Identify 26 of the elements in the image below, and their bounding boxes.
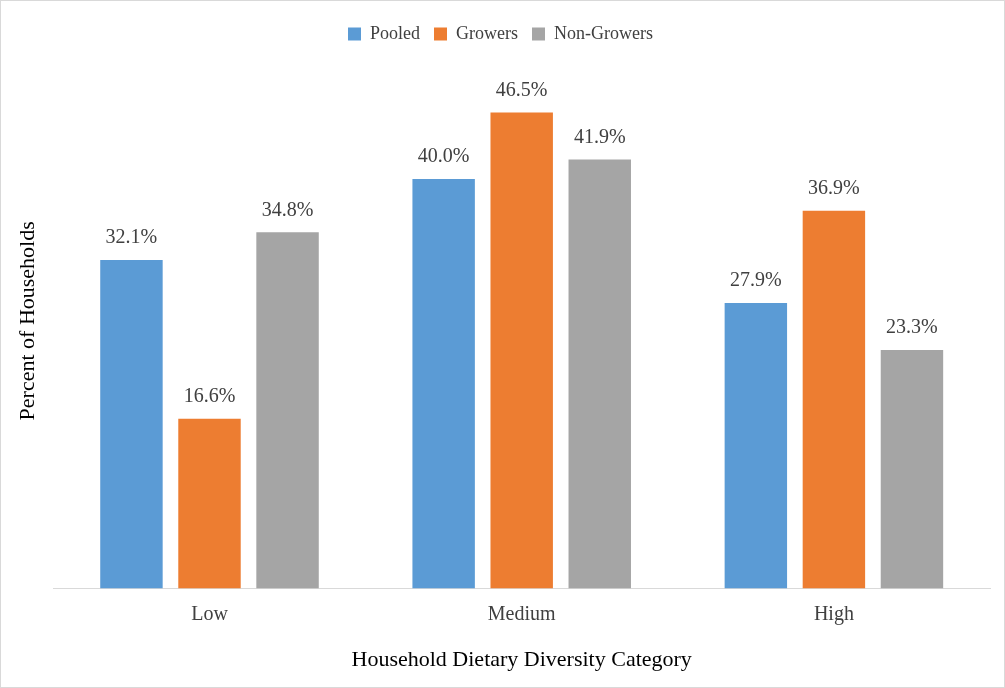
data-label: 34.8% xyxy=(261,197,314,220)
x-tick-label: High xyxy=(813,601,854,625)
data-label: 16.6% xyxy=(183,383,236,406)
bar xyxy=(802,210,866,589)
bar xyxy=(178,418,241,589)
x-tick-label: Low xyxy=(191,601,229,624)
bar xyxy=(880,350,944,589)
data-label: 40.0% xyxy=(417,144,470,167)
bar xyxy=(724,302,788,589)
bar xyxy=(490,112,553,589)
legend-label: Non-Growers xyxy=(554,22,653,43)
data-label: 32.1% xyxy=(105,225,158,248)
x-axis-title: Household Dietary Diversity Category xyxy=(351,645,692,671)
data-label: 23.3% xyxy=(886,315,938,338)
data-label: 41.9% xyxy=(573,124,626,147)
bar xyxy=(412,179,475,589)
data-label: 46.5% xyxy=(495,77,548,100)
bar xyxy=(256,232,319,589)
y-axis-title: Percent of Households xyxy=(13,221,39,421)
bar xyxy=(100,259,163,589)
bar xyxy=(568,159,631,589)
data-label: 27.9% xyxy=(730,268,782,291)
data-label: 36.9% xyxy=(808,176,860,199)
legend-label: Pooled xyxy=(370,22,421,43)
x-tick-label: Medium xyxy=(487,601,557,624)
legend-label: Growers xyxy=(456,22,519,43)
